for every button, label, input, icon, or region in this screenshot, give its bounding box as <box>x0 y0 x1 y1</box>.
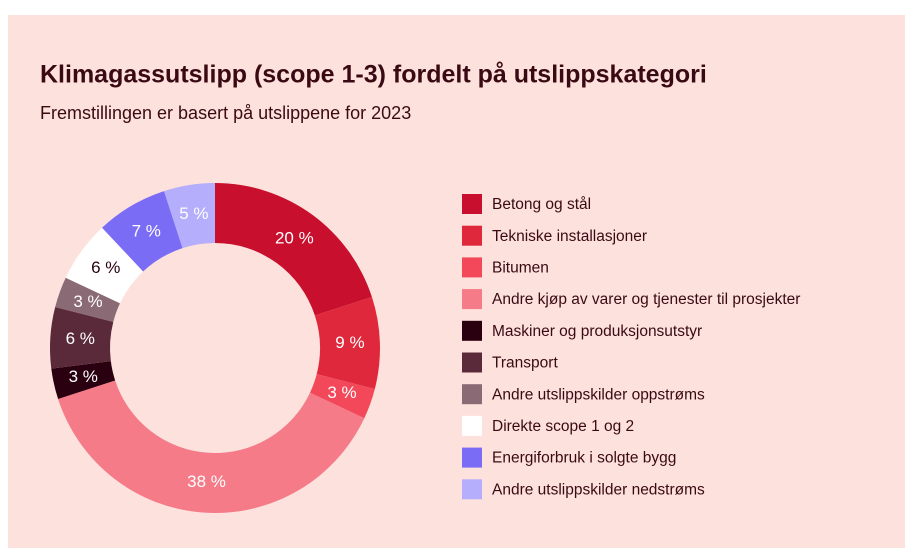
legend-swatch <box>462 225 482 246</box>
legend-label: Andre utslippskilder oppstrøms <box>492 386 705 403</box>
legend-label: Direkte scope 1 og 2 <box>492 418 634 435</box>
data-label: 6 % <box>91 258 120 277</box>
legend-label: Energiforbruk i solgte bygg <box>492 450 676 467</box>
legend-swatch <box>462 415 482 436</box>
data-label: 5 % <box>179 204 208 223</box>
donut-segment <box>215 183 372 316</box>
donut-segment <box>51 361 116 399</box>
legend-label: Andre utslippskilder nedstrøms <box>492 481 705 498</box>
legend-swatch <box>462 194 482 214</box>
legend-swatch <box>462 384 482 405</box>
legend-label: Maskiner og produksjonsutstyr <box>492 323 702 340</box>
legend-swatch <box>462 447 482 468</box>
legend-label: Betong og stål <box>492 196 591 213</box>
donut-segment <box>102 191 183 272</box>
legend-swatch <box>462 479 482 500</box>
data-label: 38 % <box>187 472 226 491</box>
donut-segment <box>58 380 365 513</box>
legend-label: Bitumen <box>492 259 549 276</box>
data-label: 20 % <box>275 228 314 247</box>
data-label: 7 % <box>132 221 161 240</box>
data-label: 3 % <box>327 383 356 402</box>
donut-segment <box>65 227 144 304</box>
legend-swatch <box>462 257 482 278</box>
legend-label: Tekniske installasjoner <box>492 228 647 245</box>
donut-segment <box>164 183 215 249</box>
donut-segment <box>55 277 120 322</box>
legend-swatch <box>462 352 482 373</box>
data-label: 3 % <box>73 292 102 311</box>
legend-swatch <box>462 320 482 341</box>
data-label: 3 % <box>69 367 98 386</box>
donut-segment <box>50 306 114 369</box>
legend-label: Transport <box>492 355 558 372</box>
chart-title: Klimagassutslipp (scope 1-3) fordelt på … <box>40 61 707 89</box>
chart-subtitle: Fremstillingen er basert på utslippene f… <box>40 103 411 123</box>
data-label: 9 % <box>335 333 364 352</box>
donut-segment <box>314 297 380 390</box>
legend-swatch <box>462 289 482 310</box>
donut-segment <box>310 374 375 419</box>
data-label: 6 % <box>66 329 95 348</box>
legend-label: Andre kjøp av varer og tjenester til pro… <box>492 291 800 308</box>
